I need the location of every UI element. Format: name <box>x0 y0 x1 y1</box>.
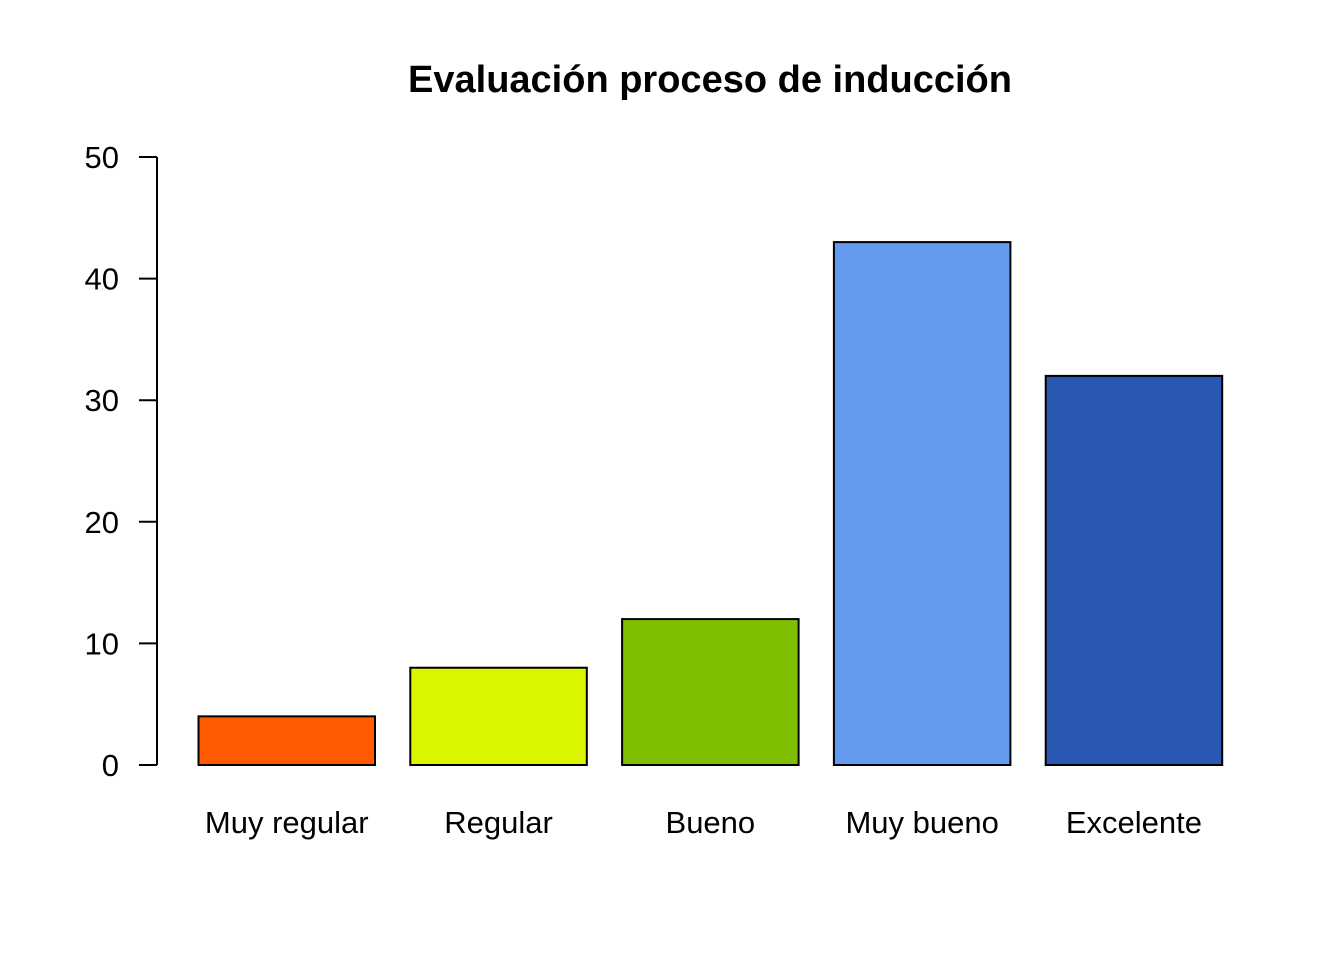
bar <box>832 241 1012 766</box>
bar <box>1044 374 1224 766</box>
y-tick-label: 40 <box>85 262 119 297</box>
y-tick-label: 0 <box>102 748 119 783</box>
bar <box>621 618 800 767</box>
x-tick-label: Muy bueno <box>845 805 998 840</box>
x-tick-label: Regular <box>444 805 553 840</box>
bar <box>409 666 588 766</box>
y-tick-label: 30 <box>85 383 119 418</box>
bar <box>197 715 376 766</box>
x-tick-label: Muy regular <box>205 805 369 840</box>
x-tick-label: Bueno <box>666 805 756 840</box>
x-tick-label: Excelente <box>1066 805 1202 840</box>
chart-title: Evaluación proceso de inducción <box>408 59 1012 101</box>
y-tick-label: 50 <box>85 140 119 175</box>
x-axis-labels: Muy regular Regular Bueno Muy bueno Excelent… <box>205 805 1202 840</box>
y-tick-label: 20 <box>85 505 119 540</box>
bars <box>197 241 1224 767</box>
y-tick-label: 10 <box>85 626 119 661</box>
y-axis: 0 10 20 30 40 50 <box>85 140 158 783</box>
